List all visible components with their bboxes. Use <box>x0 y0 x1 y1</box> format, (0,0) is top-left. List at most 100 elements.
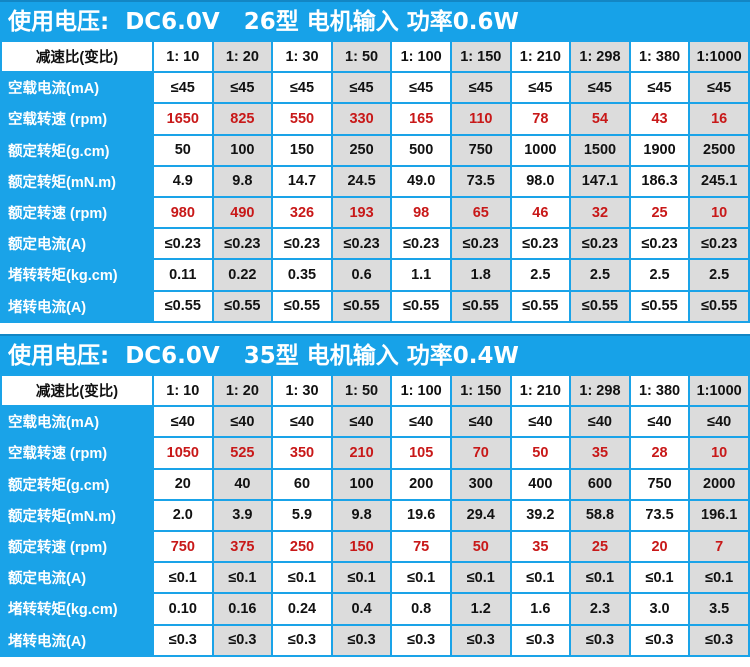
table-cell: 2.5 <box>571 260 629 290</box>
table-cell: 19.6 <box>392 500 450 530</box>
block-title: 使用电压: DC6.0V 35型 电机输入 功率0.4W <box>0 334 750 376</box>
table-cell: 326 <box>273 197 331 228</box>
table-cell: 250 <box>273 531 331 562</box>
table-row: 空载电流(mA) ≤45 ≤45 ≤45 ≤45 ≤45 ≤45 ≤45 ≤45 ≤45 ≤45 <box>2 73 748 103</box>
table-cell: 98 <box>392 197 450 228</box>
table-cell: 35 <box>511 531 570 562</box>
table-cell: 73.5 <box>630 500 689 530</box>
table-cell: 1.6 <box>511 594 570 624</box>
table-cell: 1:1000 <box>690 376 748 406</box>
table-cell: 150 <box>332 531 391 562</box>
table-cell: 58.8 <box>571 500 629 530</box>
table-row: 空载转速 (rpm) 1050 525 350 210 105 70 50 35 28 10 <box>2 438 748 468</box>
table-cell: 1: 30 <box>273 376 331 406</box>
table-cell: 65 <box>451 197 510 228</box>
table-cell: 1: 380 <box>630 376 689 406</box>
table-cell: 750 <box>154 531 212 562</box>
table-cell: 100 <box>213 135 272 165</box>
table-cell: 165 <box>392 104 450 134</box>
table-cell: 10 <box>690 197 748 228</box>
table-cell: ≤0.55 <box>154 291 212 321</box>
table-cell: ≤0.55 <box>571 291 629 321</box>
table-cell: 350 <box>273 438 331 468</box>
spec-table: 减速比(变比) 1: 10 1: 20 1: 30 1: 50 1: 100 1: 150 1… <box>0 374 750 657</box>
table-cell: 40 <box>213 469 272 499</box>
table-cell: 196.1 <box>690 500 748 530</box>
table-cell: 73.5 <box>451 166 510 196</box>
table-cell: 1.1 <box>392 260 450 290</box>
table-cell: 1:1000 <box>690 42 748 72</box>
table-cell: 1: 20 <box>213 376 272 406</box>
table-cell: ≤0.55 <box>630 291 689 321</box>
table-row: 额定转速 (rpm) 980 490 326 193 98 65 46 32 25 10 <box>2 197 748 228</box>
table-cell: 24.5 <box>332 166 391 196</box>
table-cell: ≤0.23 <box>571 229 629 259</box>
table-cell: 1: 10 <box>154 42 212 72</box>
table-cell: ≤0.55 <box>213 291 272 321</box>
table-cell: 5.9 <box>273 500 331 530</box>
table-cell: ≤0.3 <box>451 625 510 655</box>
table-cell: 600 <box>571 469 629 499</box>
table-cell: 70 <box>451 438 510 468</box>
table-cell: 150 <box>273 135 331 165</box>
table-cell: ≤45 <box>511 73 570 103</box>
table-row: 额定电流(A) ≤0.1 ≤0.1 ≤0.1 ≤0.1 ≤0.1 ≤0.1 ≤0.1 ≤0.1 ≤… <box>2 563 748 593</box>
table-cell: ≤45 <box>273 73 331 103</box>
row-label: 空载电流(mA) <box>2 73 152 103</box>
table-cell: 28 <box>630 438 689 468</box>
table-row: 额定转矩(mN.m) 4.9 9.8 14.7 24.5 49.0 73.5 98.0 147.… <box>2 166 748 196</box>
table-cell: 210 <box>332 438 391 468</box>
row-label: 额定电流(A) <box>2 563 152 593</box>
table-cell: 3.0 <box>630 594 689 624</box>
table-cell: ≤0.55 <box>690 291 748 321</box>
table-cell: 39.2 <box>511 500 570 530</box>
table-cell: 330 <box>332 104 391 134</box>
table-cell: ≤0.3 <box>630 625 689 655</box>
table-cell: ≤0.3 <box>154 625 212 655</box>
table-cell: 50 <box>154 135 212 165</box>
table-cell: ≤0.3 <box>690 625 748 655</box>
table-cell: 0.11 <box>154 260 212 290</box>
table-cell: ≤0.1 <box>392 563 450 593</box>
table-cell: ≤45 <box>571 73 629 103</box>
table-cell: ≤0.3 <box>571 625 629 655</box>
table-cell: 1050 <box>154 438 212 468</box>
table-cell: 2.5 <box>690 260 748 290</box>
table-cell: 1650 <box>154 104 212 134</box>
table-cell: ≤45 <box>154 73 212 103</box>
table-cell: ≤0.23 <box>332 229 391 259</box>
table-cell: 1: 20 <box>213 42 272 72</box>
table-cell: ≤45 <box>690 73 748 103</box>
table-cell: ≤0.23 <box>213 229 272 259</box>
table-cell: ≤0.3 <box>213 625 272 655</box>
table-cell: 50 <box>511 438 570 468</box>
table-cell: 4.9 <box>154 166 212 196</box>
table-cell: ≤40 <box>630 407 689 437</box>
table-cell: 32 <box>571 197 629 228</box>
table-row: 空载转速 (rpm) 1650 825 550 330 165 110 78 54 43 16 <box>2 104 748 134</box>
table-cell: ≤0.3 <box>273 625 331 655</box>
table-cell: ≤0.23 <box>392 229 450 259</box>
table-cell: 2.3 <box>571 594 629 624</box>
table-cell: 2.5 <box>511 260 570 290</box>
table-row: 额定转速 (rpm) 750 375 250 150 75 50 35 25 20 7 <box>2 531 748 562</box>
table-cell: 0.35 <box>273 260 331 290</box>
table-cell: 1: 50 <box>332 42 391 72</box>
table-cell: 1000 <box>511 135 570 165</box>
table-cell: 980 <box>154 197 212 228</box>
table-cell: 7 <box>690 531 748 562</box>
row-label: 额定转矩(mN.m) <box>2 166 152 196</box>
table-cell: ≤40 <box>571 407 629 437</box>
table-cell: ≤0.3 <box>392 625 450 655</box>
table-cell: 500 <box>392 135 450 165</box>
row-label: 空载电流(mA) <box>2 407 152 437</box>
table-cell: 3.5 <box>690 594 748 624</box>
row-label: 堵转转矩(kg.cm) <box>2 594 152 624</box>
table-cell: 147.1 <box>571 166 629 196</box>
table-cell: ≤40 <box>332 407 391 437</box>
table-cell: ≤0.1 <box>690 563 748 593</box>
table-cell: ≤45 <box>630 73 689 103</box>
table-row: 额定转矩(g.cm) 20 40 60 100 200 300 400 600 750 2000 <box>2 469 748 499</box>
table-cell: 825 <box>213 104 272 134</box>
table-cell: 1: 150 <box>451 376 510 406</box>
